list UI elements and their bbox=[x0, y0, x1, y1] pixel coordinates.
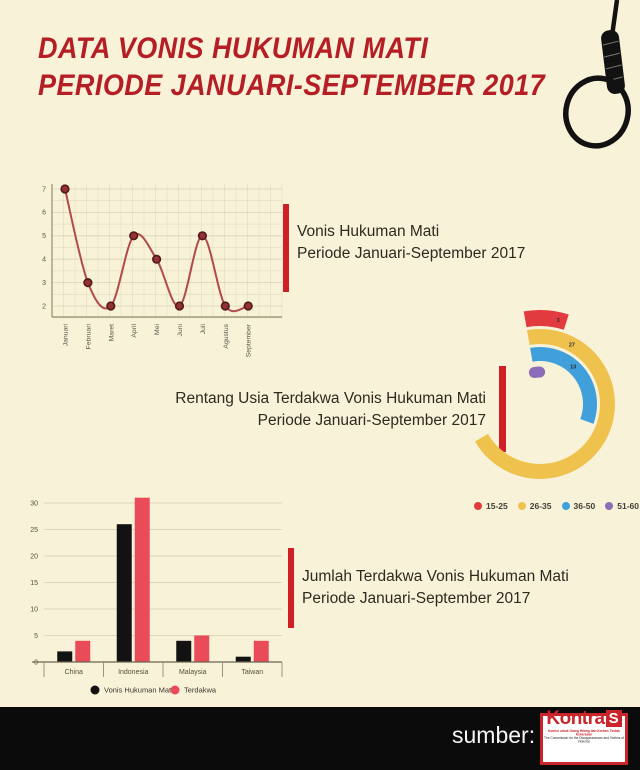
accent-bar-bar-section bbox=[288, 548, 294, 628]
radial-arc-51-60 bbox=[528, 366, 546, 378]
x-tick-label: Januari bbox=[63, 324, 70, 347]
page-title: DATA VONIS HUKUMAN MATI PERIODE JANUARI-… bbox=[38, 30, 545, 104]
line-point bbox=[129, 231, 139, 241]
radial-legend-item: 15-25 bbox=[474, 501, 508, 511]
x-tick-label: Maret bbox=[108, 324, 115, 341]
footer-bar: sumber: Kontra S Komisi untuk Orang Hila… bbox=[0, 707, 640, 770]
radial-arc-36-50 bbox=[530, 347, 598, 424]
line-caption-line2: Periode Januari-September 2017 bbox=[297, 245, 526, 262]
bar-caption-line1: Jumlah Terdakwa Vonis Hukuman Mati bbox=[302, 568, 569, 585]
kontras-logo-tagline: Komisi untuk Orang Hilang dan Korban Tin… bbox=[543, 729, 626, 743]
line-point bbox=[83, 277, 93, 288]
bar-Malaysia-terdakwa bbox=[194, 635, 210, 662]
x-tick-label: September bbox=[246, 323, 253, 357]
legend-label: 51-60 bbox=[617, 501, 639, 511]
line-chart-caption: Vonis Hukuman Mati Periode Januari-Septe… bbox=[297, 221, 525, 265]
x-tick-label: Mei bbox=[154, 324, 161, 335]
x-tick-label: April bbox=[131, 324, 138, 338]
kontras-tagline-en: The Commission for the Disappearances an… bbox=[544, 736, 624, 744]
y-tick-label: 30 bbox=[30, 501, 38, 508]
radial-arc-15-25 bbox=[523, 310, 569, 330]
line-point bbox=[106, 301, 116, 311]
line-series bbox=[64, 188, 249, 313]
kontras-logo: Kontra S Komisi untuk Orang Hilang dan K… bbox=[540, 709, 628, 765]
bar-caption-line2: Periode Januari-September 2017 bbox=[302, 590, 531, 607]
line-point bbox=[243, 301, 253, 311]
radial-age-chart: 3 27 13 bbox=[475, 310, 615, 479]
y-tick-label: 5 bbox=[42, 233, 46, 240]
radial-arc-26-35 bbox=[475, 329, 615, 479]
line-chart: 2 3 4 5 6 7 Januari Februari Maret April Mei Juni Ju… bbox=[42, 184, 283, 357]
bar-chart-caption: Jumlah Terdakwa Vonis Hukuman Mati Perio… bbox=[302, 566, 569, 610]
radial-legend-item: 36-50 bbox=[561, 501, 596, 511]
legend-label: 26-35 bbox=[529, 501, 552, 511]
page-title-line1: DATA VONIS HUKUMAN MATI bbox=[38, 32, 429, 65]
y-tick-label: 15 bbox=[30, 580, 38, 587]
kontras-logo-s: S bbox=[605, 710, 622, 727]
legend-label: 36-50 bbox=[573, 501, 596, 511]
legend-dot-icon bbox=[474, 502, 482, 510]
radial-legend-item: 26-35 bbox=[517, 501, 552, 511]
radial-chart-legend: 15-25 26-35 36-50 51-60 bbox=[474, 501, 639, 511]
page-title-line2: PERIODE JANUARI-SEPTEMBER 2017 bbox=[38, 69, 546, 102]
line-point bbox=[220, 301, 230, 311]
line-caption-line1: Vonis Hukuman Mati bbox=[297, 223, 440, 240]
kontras-logo-main: Kontra bbox=[546, 708, 605, 729]
radial-arc-value: 3 bbox=[557, 318, 560, 324]
x-tick-label: Agustus bbox=[223, 323, 230, 348]
bar-Indonesia-terdakwa bbox=[134, 497, 150, 662]
y-tick-label: 2 bbox=[42, 303, 46, 310]
bar-Taiwan-terdakwa bbox=[253, 640, 269, 662]
accent-bar-radial-section bbox=[499, 366, 506, 452]
x-category-label: China bbox=[65, 669, 83, 676]
bar-chart: 0 5 10 15 20 25 30 China Indonesia Malaysia Taiwan… bbox=[30, 497, 283, 695]
x-tick-label: Juli bbox=[200, 324, 207, 335]
bar-Malaysia-vonis bbox=[176, 640, 192, 662]
y-tick-label: 5 bbox=[34, 633, 38, 640]
y-tick-label: 4 bbox=[42, 257, 46, 264]
legend-dot-icon bbox=[561, 502, 570, 510]
radial-caption-line2: Periode Januari-September 2017 bbox=[257, 412, 486, 429]
line-point bbox=[174, 301, 185, 311]
y-tick-label: 10 bbox=[30, 607, 38, 614]
bar-China-vonis bbox=[57, 651, 73, 662]
legend-label: 15-25 bbox=[486, 501, 508, 511]
line-point bbox=[60, 184, 70, 194]
x-category-label: Indonesia bbox=[118, 669, 148, 676]
radial-chart-caption: Rentang Usia Terdakwa Vonis Hukuman Mati… bbox=[140, 388, 486, 432]
bar-legend-dot-icon bbox=[170, 685, 180, 695]
bar-legend-dot-icon bbox=[90, 685, 100, 695]
bar-Indonesia-vonis bbox=[116, 524, 132, 662]
accent-bar-line-section bbox=[283, 204, 289, 292]
bar-China-terdakwa bbox=[75, 640, 91, 662]
line-point bbox=[197, 231, 207, 241]
radial-caption-line1: Rentang Usia Terdakwa Vonis Hukuman Mati bbox=[175, 390, 486, 407]
kontras-logo-word: Kontra S bbox=[546, 708, 622, 729]
legend-dot-icon bbox=[517, 502, 526, 510]
bar-legend-label: Terdakwa bbox=[184, 686, 217, 695]
kontras-tagline-id: Komisi untuk Orang Hilang dan Korban Tin… bbox=[548, 729, 620, 737]
y-tick-label: 3 bbox=[42, 280, 46, 287]
radial-legend-item: 51-60 bbox=[605, 501, 639, 511]
bar-Taiwan-vonis bbox=[235, 656, 251, 662]
y-tick-label: 20 bbox=[30, 554, 38, 561]
line-point bbox=[151, 254, 162, 264]
y-tick-label: 7 bbox=[42, 186, 46, 193]
radial-arc-value: 13 bbox=[570, 365, 576, 371]
x-tick-label: Februari bbox=[85, 324, 92, 350]
y-tick-label: 25 bbox=[30, 527, 38, 534]
x-category-label: Malaysia bbox=[179, 669, 207, 676]
legend-dot-icon bbox=[605, 502, 614, 510]
y-tick-label: 6 bbox=[42, 210, 46, 217]
noose-illustration-icon bbox=[563, 0, 631, 149]
radial-arc-value: 27 bbox=[569, 343, 575, 349]
x-tick-label: Juni bbox=[177, 324, 184, 337]
bar-legend-label: Vonis Hukuman Mati bbox=[104, 686, 173, 695]
y-tick-label: 0 bbox=[34, 660, 38, 667]
source-label: sumber: bbox=[452, 722, 536, 748]
x-category-label: Taiwan bbox=[241, 669, 263, 676]
